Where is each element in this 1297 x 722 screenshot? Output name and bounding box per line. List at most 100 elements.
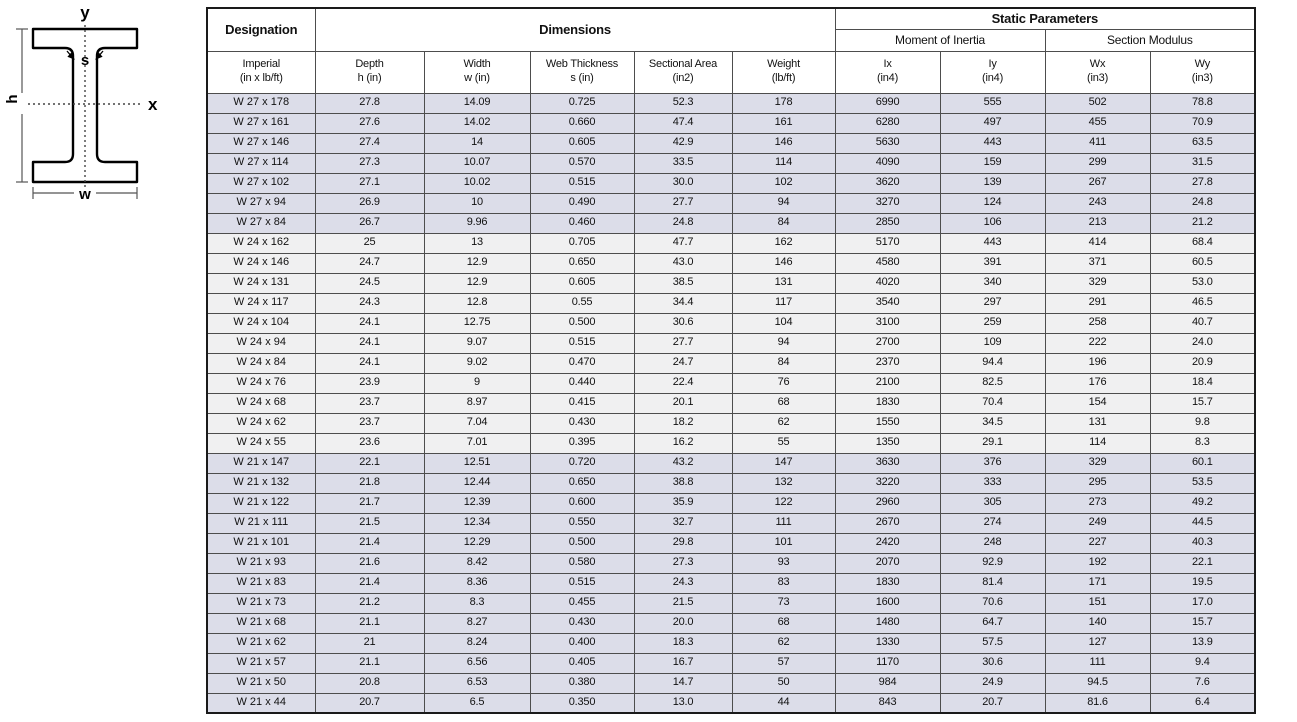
value-cell: 70.4 [939,392,1046,414]
value-cell: 273 [1044,492,1151,514]
value-cell: 27.7 [633,332,733,354]
designation-cell: W 24 x 162 [206,232,316,254]
value-cell: 92.9 [939,552,1046,574]
value-cell: 40.3 [1149,532,1256,554]
value-cell: 24.1 [314,312,425,334]
col-header-imperial: Imperial (in x lb/ft) [206,50,316,94]
value-cell: 24.5 [314,272,425,294]
designation-cell: W 24 x 94 [206,332,316,354]
value-cell: 106 [939,212,1046,234]
value-cell: 31.5 [1149,152,1256,174]
value-cell: 16.2 [633,432,733,454]
table-row: W 27 x 94 26.9 10 0.490 27.7 94 3270 124 243 24.8 [206,192,1256,214]
value-cell: 84 [731,352,836,374]
designation-cell: W 24 x 146 [206,252,316,274]
value-cell: 411 [1044,132,1151,154]
value-cell: 94.4 [939,352,1046,374]
value-cell: 7.01 [423,432,531,454]
value-cell: 73 [731,592,836,614]
header-moment-of-inertia: Moment of Inertia [834,28,1046,52]
value-cell: 83 [731,572,836,594]
value-cell: 159 [939,152,1046,174]
value-cell: 1350 [834,432,941,454]
value-cell: 176 [1044,372,1151,394]
value-cell: 0.725 [529,92,635,114]
value-cell: 93 [731,552,836,574]
designation-cell: W 21 x 73 [206,592,316,614]
value-cell: 43.2 [633,452,733,474]
value-cell: 25 [314,232,425,254]
width-dimension-line [32,187,138,199]
value-cell: 131 [731,272,836,294]
value-cell: 297 [939,292,1046,314]
designation-cell: W 24 x 131 [206,272,316,294]
designation-cell: W 21 x 101 [206,532,316,554]
designation-cell: W 24 x 117 [206,292,316,314]
value-cell: 2070 [834,552,941,574]
value-cell: 16.7 [633,652,733,674]
value-cell: 21.5 [314,512,425,534]
value-cell: 0.350 [529,692,635,714]
value-cell: 24.9 [939,672,1046,694]
value-cell: 53.5 [1149,472,1256,494]
table-row: W 24 x 76 23.9 9 0.440 22.4 76 2100 82.5 176 18.4 [206,372,1256,394]
value-cell: 13.9 [1149,632,1256,654]
value-cell: 258 [1044,312,1151,334]
value-cell: 34.5 [939,412,1046,434]
value-cell: 24.0 [1149,332,1256,354]
designation-cell: W 21 x 62 [206,632,316,654]
value-cell: 2850 [834,212,941,234]
value-cell: 0.550 [529,512,635,534]
value-cell: 34.4 [633,292,733,314]
value-cell: 391 [939,252,1046,274]
value-cell: 0.490 [529,192,635,214]
value-cell: 3620 [834,172,941,194]
value-cell: 1330 [834,632,941,654]
value-cell: 27.6 [314,112,425,134]
value-cell: 14 [423,132,531,154]
value-cell: 24.7 [314,252,425,274]
value-cell: 63.5 [1149,132,1256,154]
value-cell: 192 [1044,552,1151,574]
value-cell: 15.7 [1149,392,1256,414]
value-cell: 26.7 [314,212,425,234]
designation-cell: W 21 x 122 [206,492,316,514]
value-cell: 305 [939,492,1046,514]
value-cell: 9.07 [423,332,531,354]
value-cell: 111 [1044,652,1151,674]
value-cell: 0.600 [529,492,635,514]
value-cell: 47.7 [633,232,733,254]
value-cell: 227 [1044,532,1151,554]
table-row: W 27 x 161 27.6 14.02 0.660 47.4 161 6280 497 45… [206,112,1256,134]
value-cell: 0.515 [529,172,635,194]
value-cell: 7.6 [1149,672,1256,694]
value-cell: 27.4 [314,132,425,154]
value-cell: 555 [939,92,1046,114]
value-cell: 6.4 [1149,692,1256,714]
value-cell: 1480 [834,612,941,634]
col-header-width: Width w (in) [423,50,531,94]
value-cell: 5170 [834,232,941,254]
value-cell: 24.1 [314,352,425,374]
value-cell: 24.1 [314,332,425,354]
value-cell: 62 [731,412,836,434]
value-cell: 13 [423,232,531,254]
table-row: W 24 x 84 24.1 9.02 0.470 24.7 84 2370 94.4 196 2… [206,352,1256,374]
value-cell: 1830 [834,392,941,414]
table-row: W 27 x 84 26.7 9.96 0.460 24.8 84 2850 106 213 21… [206,212,1256,234]
value-cell: 27.3 [314,152,425,174]
value-cell: 40.7 [1149,312,1256,334]
value-cell: 29.1 [939,432,1046,454]
value-cell: 0.500 [529,312,635,334]
table-row: W 27 x 114 27.3 10.07 0.570 33.5 114 4090 159 29… [206,152,1256,174]
value-cell: 114 [1044,432,1151,454]
table-row: W 24 x 55 23.6 7.01 0.395 16.2 55 1350 29.1 114 8… [206,432,1256,454]
value-cell: 70.9 [1149,112,1256,134]
header-static-parameters: Static Parameters [834,7,1256,30]
table-row: W 21 x 68 21.1 8.27 0.430 20.0 68 1480 64.7 140 1… [206,612,1256,634]
depth-label: h [4,94,21,103]
value-cell: 6.56 [423,652,531,674]
value-cell: 455 [1044,112,1151,134]
value-cell: 55 [731,432,836,454]
value-cell: 371 [1044,252,1151,274]
